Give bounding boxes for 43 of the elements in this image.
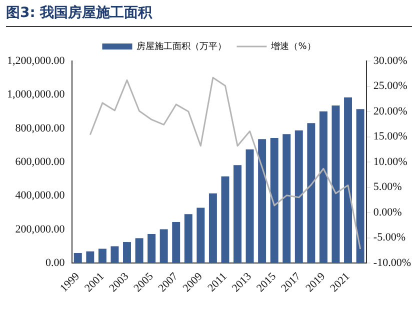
bar	[356, 109, 364, 264]
y-tick-label: 1,200,000.00	[7, 54, 66, 67]
bar	[135, 238, 144, 264]
y2-tick-label: 25.00%	[373, 80, 408, 92]
bar	[208, 193, 217, 264]
legend-label: 增速（%）	[270, 40, 316, 52]
y-tick-label: 400,000.00	[15, 190, 66, 202]
bar	[148, 234, 156, 264]
legend-label: 房屋施工面积（万平）	[136, 40, 227, 52]
bar	[172, 222, 180, 264]
y-tick-label: 0.00	[46, 257, 66, 269]
chart-title: 图3: 我国房屋施工面积	[6, 4, 412, 27]
y2-tick-label: 0.00%	[373, 206, 402, 218]
y2-tick-label: 5.00%	[373, 181, 402, 194]
bar	[74, 253, 82, 264]
bar	[270, 138, 278, 264]
y-tick-label: 1,000,000.00	[7, 88, 66, 101]
bar	[319, 111, 328, 264]
bar	[221, 176, 230, 264]
bar	[234, 165, 242, 264]
bar	[160, 229, 168, 264]
bar	[98, 248, 106, 264]
y2-tick-label: 20.00%	[373, 105, 408, 118]
bar	[246, 149, 254, 264]
y-tick-label: 800,000.00	[15, 122, 66, 134]
bar	[344, 97, 352, 264]
y2-tick-label: 30.00%	[373, 54, 408, 67]
y-tick-label: 200,000.00	[15, 223, 66, 236]
bar	[86, 251, 94, 264]
y2-tick-label: -10.00%	[373, 257, 411, 269]
bar	[282, 134, 291, 264]
bar	[332, 105, 340, 264]
bar	[196, 208, 205, 264]
bar	[307, 123, 316, 264]
bar	[123, 242, 131, 264]
y-tick-label: 600,000.00	[15, 156, 66, 168]
y2-tick-label: 10.00%	[373, 156, 408, 168]
bar	[294, 130, 303, 264]
bar	[258, 139, 266, 264]
y2-tick-label: 15.00%	[373, 130, 408, 143]
bar	[110, 246, 119, 264]
y2-tick-label: -5.00%	[373, 232, 406, 244]
bar	[184, 214, 192, 264]
